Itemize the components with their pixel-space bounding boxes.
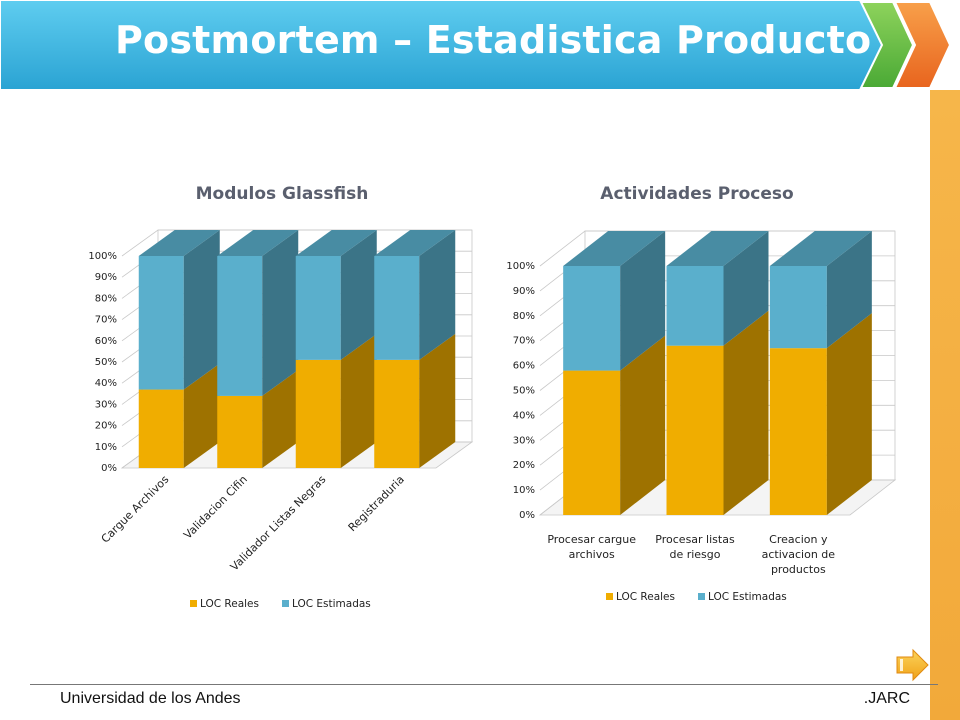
gridline [539,230,895,267]
side-accent-bar [930,90,960,720]
charts-canvas: 0% 10% 20% 30% 40% 50% 60% 70% 80% 90% 100% Cargue … [88,184,897,610]
y-tick-label: 20% [95,421,117,432]
chart-title: Modulos Glassfish [196,184,369,204]
y-tick-label: 30% [95,399,117,410]
x-category-label: Procesar listas de riesgo [655,533,735,561]
y-tick-label: 30% [513,435,535,446]
y-tick-label: 0% [101,463,117,474]
y-tick-label: 70% [513,336,535,347]
y-tick-label: 10% [95,442,117,453]
arrow-right-icon[interactable] [893,648,931,682]
y-tick-label: 10% [513,485,535,496]
x-category-label: Registraduria [346,473,407,534]
page-title: Postmortem – Estadistica Producto [115,18,872,62]
y-tick-label: 90% [513,286,535,297]
footer-institution: Universidad de los Andes [60,690,241,707]
legend-label: LOC Estimadas [708,591,787,603]
legend-swatch [698,593,705,600]
chart-title: Actividades Proceso [600,184,793,204]
legend-swatch [282,600,289,607]
y-tick-label: 60% [513,361,535,372]
legend-label: LOC Reales [200,598,259,610]
legend-swatch [606,593,613,600]
bar-segment [666,310,769,515]
x-category-label: Creacion y activacion de productos [762,533,836,576]
footer-divider [30,684,938,685]
bar-segment [138,363,220,468]
bar-segment [374,230,456,360]
y-tick-label: 50% [513,386,535,397]
bar-segment [295,333,377,468]
y-tick-label: 90% [95,272,117,283]
title-banner [0,0,952,91]
bar-segment [374,333,456,468]
bar-segment [563,335,666,515]
y-tick-label: 40% [513,410,535,421]
bar-segment [769,231,872,349]
bar-segment [138,230,220,390]
y-tick-label: 40% [95,378,117,389]
y-tick-label: 80% [513,311,535,322]
bar-segment [563,231,666,371]
x-category-label: Procesar cargue archivos [547,533,636,561]
x-category-label: Cargue Archivos [99,473,172,546]
y-tick-label: 20% [513,460,535,471]
bar-segment [217,369,299,468]
y-tick-label: 80% [95,293,117,304]
legend-label: LOC Estimadas [292,598,371,610]
y-tick-label: 70% [95,315,117,326]
y-tick-label: 100% [88,251,117,262]
chart-modulos-glassfish: 0% 10% 20% 30% 40% 50% 60% 70% 80% 90% 100% Cargue … [88,184,474,610]
y-tick-label: 60% [95,336,117,347]
bar-segment [295,230,377,360]
y-tick-label: 0% [519,510,535,521]
bar-segment [217,230,299,396]
legend-swatch [190,600,197,607]
legend-label: LOC Reales [616,591,675,603]
bar-segment [769,313,872,515]
banner-shape [0,0,884,91]
chart-actividades-proceso: 0% 10% 20% 30% 40% 50% 60% 70% 80% 90% 100% Procesa… [506,184,897,603]
x-category-label: Validacion Cifin [181,473,250,542]
bar-segment [666,231,769,346]
accent-chevron-orange [893,1,952,89]
y-tick-label: 100% [506,261,535,272]
footer-author: .JARC [863,690,910,707]
y-tick-label: 50% [95,357,117,368]
